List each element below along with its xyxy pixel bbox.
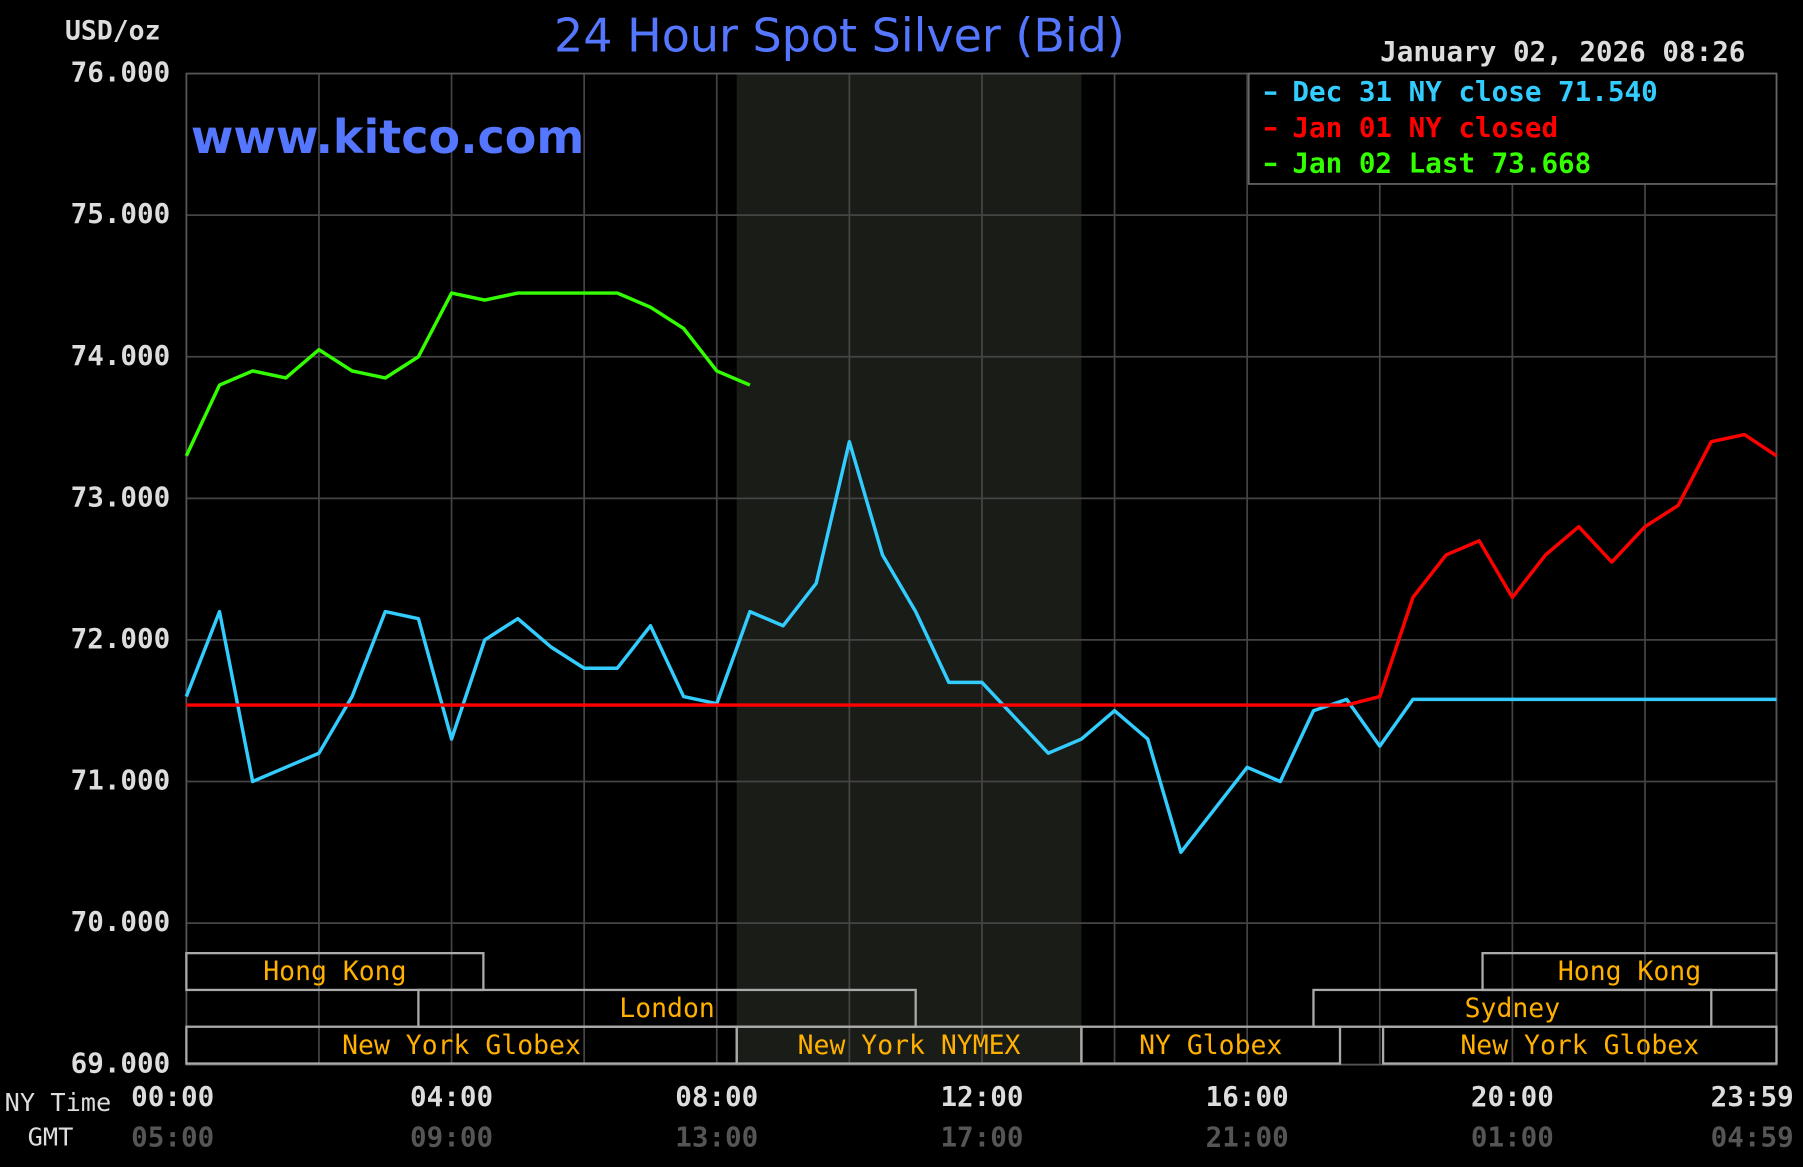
- y-tick-label: 70.000: [71, 905, 171, 938]
- session-label: London: [619, 993, 715, 1024]
- x2-tick-label: 17:00: [940, 1120, 1023, 1153]
- session-label: New York Globex: [1460, 1030, 1699, 1061]
- y-tick-label: 72.000: [71, 622, 171, 655]
- x2-tick-label: 01:00: [1471, 1120, 1554, 1153]
- session-label: Hong Kong: [263, 956, 406, 987]
- x-tick-label: 04:00: [410, 1080, 493, 1113]
- session-label: NY Globex: [1139, 1030, 1282, 1061]
- x-tick-label: 08:00: [675, 1080, 758, 1113]
- y-tick-label: 73.000: [71, 480, 171, 513]
- y-axis-label: USD/oz: [65, 16, 161, 47]
- session-label: Sydney: [1465, 993, 1561, 1024]
- x-tick-label: 20:00: [1471, 1080, 1554, 1113]
- y-tick-label: 74.000: [71, 339, 171, 372]
- x2-tick-label: 09:00: [410, 1120, 493, 1153]
- session-bar: [185, 951, 485, 992]
- session-bar: [1381, 1025, 1778, 1065]
- legend-label: Jan 01 NY closed: [1292, 111, 1558, 144]
- shaded-span: [736, 73, 1082, 1065]
- x-tick-label: 23:59: [1711, 1080, 1794, 1113]
- y-tick-label: 71.000: [71, 764, 171, 797]
- x2-tick-label: 21:00: [1206, 1120, 1289, 1153]
- session-bar: [1080, 1025, 1342, 1065]
- chart-title: 24 Hour Spot Silver (Bid): [554, 9, 1125, 63]
- plot-layer: 69.000 70.000 71.000 72.000 73.000 74.000 75.0…: [71, 56, 1794, 1154]
- x-axis-label: NY Time: [5, 1088, 112, 1117]
- x2-tick-label: 13:00: [675, 1120, 758, 1153]
- legend-box: [1247, 72, 1778, 185]
- series-line: [184, 291, 751, 457]
- x-tick-label: 00:00: [131, 1080, 214, 1113]
- x-tick-label: 16:00: [1206, 1080, 1289, 1113]
- session-label: New York Globex: [342, 1030, 581, 1061]
- legend-label: Dec 31 NY close 71.540: [1292, 75, 1657, 108]
- x2-axis-label: GMT: [28, 1122, 74, 1151]
- series-line: [184, 439, 1777, 855]
- watermark: www.kitco.com: [191, 110, 584, 164]
- y-tick-label: 76.000: [71, 56, 171, 89]
- x-tick-label: 12:00: [940, 1080, 1023, 1113]
- timestamp: January 02, 2026 08:26: [1380, 35, 1745, 68]
- y-tick-label: 69.000: [71, 1047, 171, 1080]
- session-label: Hong Kong: [1558, 956, 1701, 987]
- x2-tick-label: 05:00: [131, 1120, 214, 1153]
- x2-tick-label: 04:59: [1711, 1120, 1794, 1153]
- legend-label: Jan 02 Last 73.668: [1292, 146, 1591, 179]
- session-label: New York NYMEX: [798, 1030, 1021, 1061]
- y-tick-label: 75.000: [71, 197, 171, 230]
- series-line: [186, 432, 1778, 707]
